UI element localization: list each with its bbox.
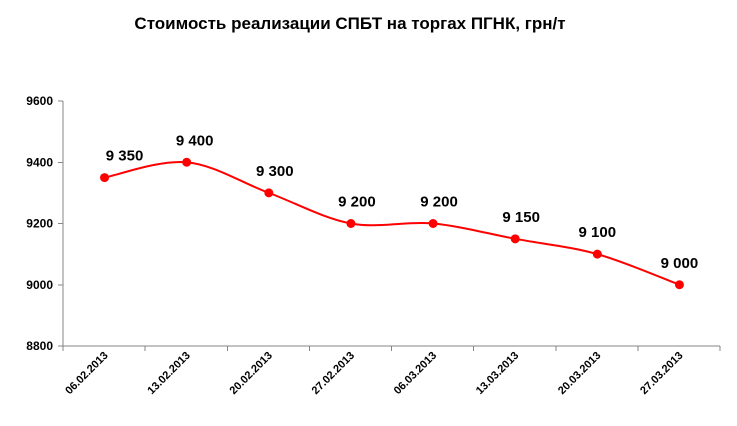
- data-point: [592, 249, 602, 259]
- y-tick-label: 9400: [26, 155, 53, 169]
- y-tick-label: 9200: [26, 217, 53, 231]
- x-tick-label: 27.03.2013: [638, 350, 685, 397]
- x-tick-label: 13.03.2013: [474, 350, 521, 397]
- data-point: [674, 280, 684, 290]
- data-point: [100, 173, 110, 183]
- y-tick-label: 9000: [26, 278, 53, 292]
- x-tick-label: 06.03.2013: [392, 350, 439, 397]
- data-label: 9 400: [176, 132, 214, 149]
- data-label: 9 100: [579, 224, 617, 241]
- data-label: 9 200: [338, 194, 376, 211]
- data-label: 9 200: [420, 194, 458, 211]
- chart-title: Стоимость реализации СПБТ на торгах ПГНК…: [134, 14, 566, 33]
- data-point: [346, 219, 356, 228]
- data-point: [264, 188, 274, 198]
- x-tick-label: 20.02.2013: [228, 350, 275, 397]
- x-tick-label: 27.02.2013: [310, 350, 357, 397]
- y-tick-label: 8800: [26, 339, 53, 353]
- x-tick-label: 13.02.2013: [145, 350, 192, 397]
- data-point: [182, 157, 192, 167]
- series-line: [104, 160, 680, 286]
- y-tick-label: 9600: [26, 94, 53, 108]
- data-label: 9 000: [661, 255, 699, 272]
- data-point: [510, 234, 520, 244]
- x-tick-label: 20.03.2013: [556, 350, 603, 397]
- data-label: 9 150: [502, 209, 540, 226]
- data-label: 9 300: [256, 163, 294, 180]
- data-point: [428, 219, 438, 228]
- data-label: 9 350: [106, 148, 144, 165]
- x-tick-label: 06.02.2013: [63, 350, 110, 397]
